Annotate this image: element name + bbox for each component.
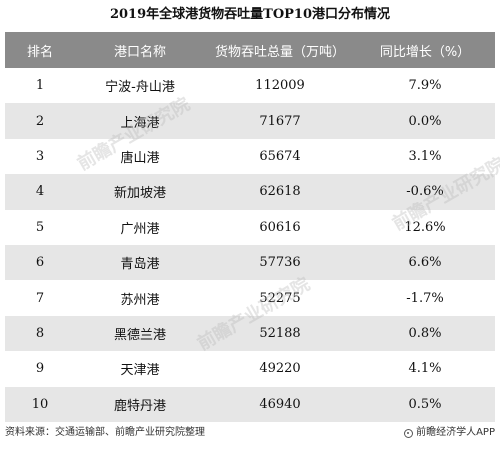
footer: 资料来源：交通运输部、前瞻产业研究院整理 前瞻经济学人APP: [5, 426, 495, 440]
source-text: 资料来源：交通运输部、前瞻产业研究院整理: [5, 427, 205, 438]
cell-port: 广州港: [120, 221, 160, 237]
table-row: 8 黑德兰港 52188 0.8%: [5, 315, 495, 352]
cell-port: 黑德兰港: [113, 327, 166, 343]
cell-rank: 6: [35, 255, 45, 271]
cell-growth: 4.1%: [408, 361, 442, 377]
cell-throughput: 52188: [259, 325, 301, 341]
cell-throughput: 62618: [259, 184, 301, 200]
cell-growth: 3.1%: [408, 148, 442, 164]
cell-throughput: 52275: [259, 290, 301, 306]
table-row: 4 新加坡港 62618 -0.6%: [5, 174, 495, 210]
cell-rank: 7: [35, 290, 45, 306]
cell-growth: -1.7%: [406, 290, 444, 306]
table-row: 9 天津港 49220 4.1%: [5, 351, 495, 387]
cell-port: 宁波-舟山港: [105, 80, 175, 96]
table-row: 2 上海港 71677 0.0%: [5, 103, 495, 139]
cell-port: 青岛港: [120, 257, 160, 273]
table-header: 排名 港口名称 货物吞吐总量（万吨） 同比增长（%）: [5, 32, 495, 68]
cell-growth: -0.6%: [406, 184, 444, 200]
cell-port: 上海港: [120, 115, 160, 131]
cell-growth: 12.6%: [404, 219, 446, 235]
cell-port: 新加坡港: [113, 186, 166, 202]
cell-rank: 2: [35, 113, 45, 129]
table-row: 6 青岛港 57736 6.6%: [5, 244, 495, 281]
header-growth: 同比增长（%）: [379, 44, 471, 60]
cell-throughput: 112009: [255, 78, 305, 94]
cell-growth: 6.6%: [408, 255, 442, 271]
table-row: 5 广州港 60616 12.6%: [5, 209, 495, 245]
cell-growth: 7.9%: [408, 78, 442, 94]
cell-throughput: 46940: [259, 396, 301, 412]
cell-port: 唐山港: [120, 150, 160, 166]
table-row: 10 鹿特丹港 46940 0.5%: [5, 386, 495, 422]
cell-growth: 0.5%: [408, 396, 442, 412]
table-row: 3 唐山港 65674 3.1%: [5, 138, 495, 175]
brand-logo-icon: [404, 428, 414, 438]
table-row: 1 宁波-舟山港 112009 7.9%: [5, 68, 495, 104]
data-table: 排名 港口名称 货物吞吐总量（万吨） 同比增长（%） 1 宁波-舟山港 112009…: [5, 32, 495, 422]
brand: 前瞻经济学人APP: [404, 426, 495, 440]
cell-rank: 1: [35, 78, 45, 94]
header-rank: 排名: [26, 44, 53, 60]
cell-rank: 5: [35, 219, 45, 235]
cell-throughput: 60616: [259, 219, 301, 235]
cell-throughput: 57736: [259, 255, 301, 271]
header-port: 港口名称: [113, 44, 166, 60]
table-row: 7 苏州港 52275 -1.7%: [5, 280, 495, 316]
cell-rank: 8: [35, 325, 45, 341]
cell-rank: 10: [31, 396, 49, 412]
cell-rank: 4: [35, 184, 45, 200]
cell-throughput: 71677: [259, 113, 301, 129]
cell-port: 苏州港: [120, 292, 160, 308]
header-throughput: 货物吞吐总量（万吨）: [214, 44, 345, 60]
cell-throughput: 65674: [259, 148, 301, 164]
cell-port: 天津港: [120, 363, 160, 379]
chart-title: 2019年全球港货物吞吐量TOP10港口分布情况: [109, 7, 391, 22]
cell-port: 鹿特丹港: [113, 398, 166, 414]
cell-throughput: 49220: [259, 361, 301, 377]
cell-growth: 0.0%: [408, 113, 442, 129]
cell-rank: 3: [35, 148, 45, 164]
cell-growth: 0.8%: [408, 325, 442, 341]
cell-rank: 9: [35, 361, 45, 377]
table-body: 1 宁波-舟山港 112009 7.9% 2 上海港 71677 0.0% 3 唐山港 65674 3…: [5, 68, 495, 422]
brand-text: 前瞻经济学人APP: [416, 427, 495, 438]
